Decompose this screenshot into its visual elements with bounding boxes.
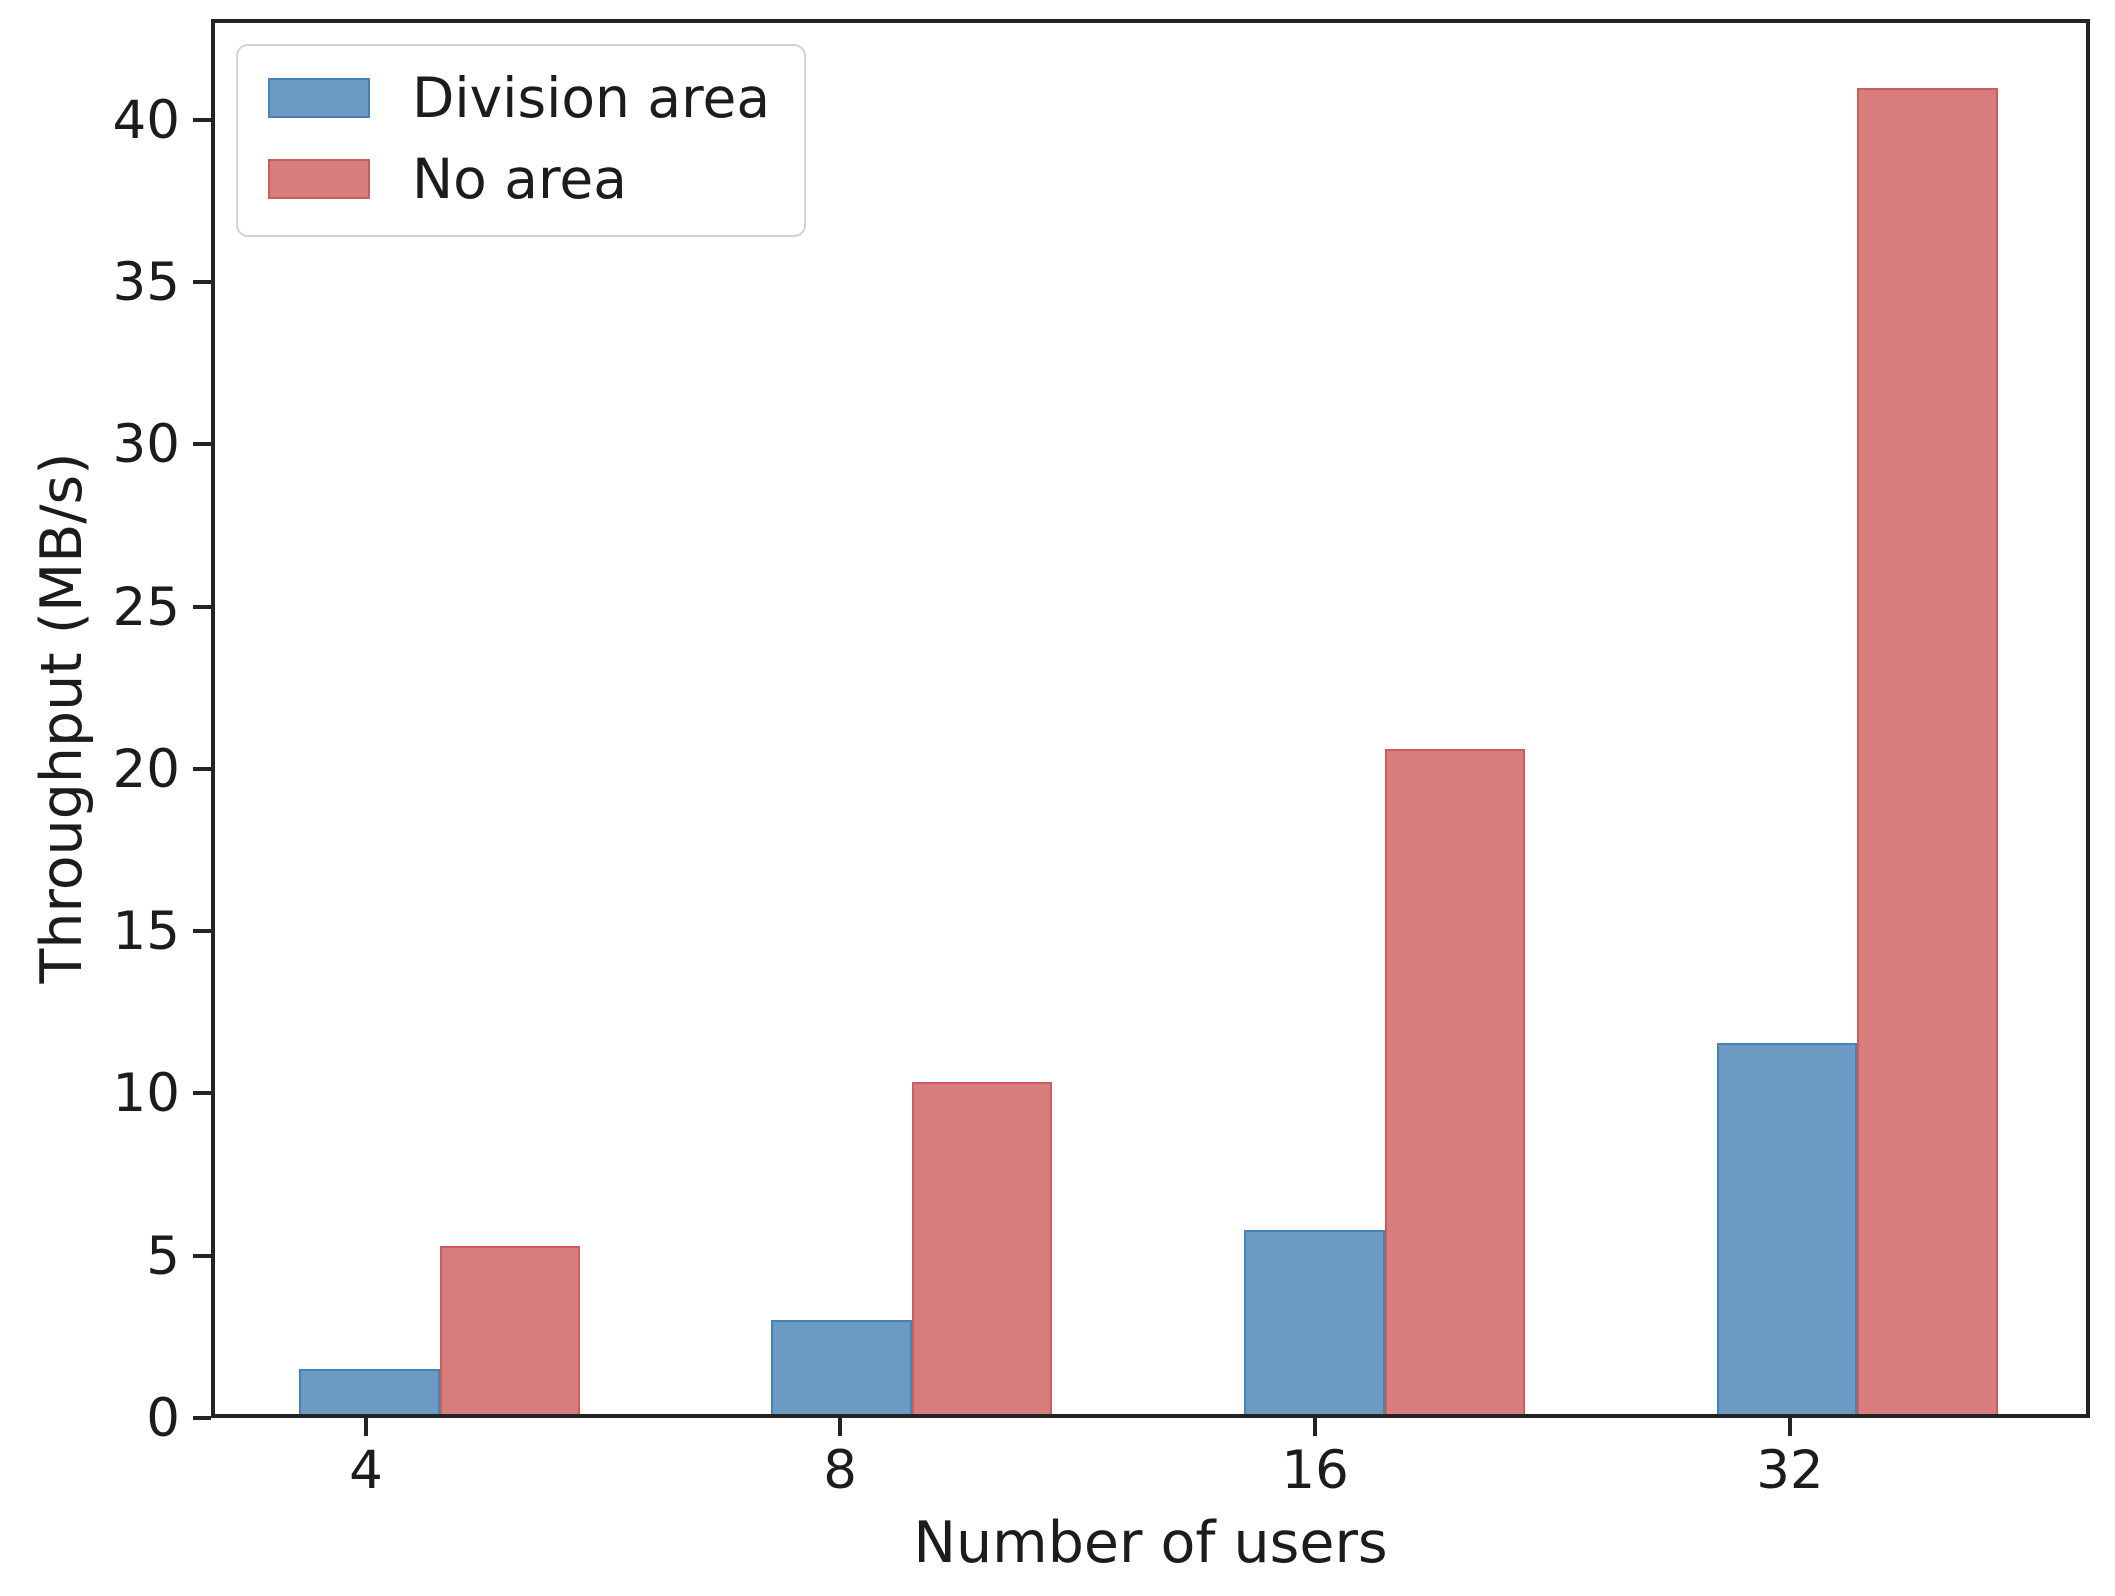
y-tick-label: 15 [112, 901, 180, 963]
x-tick-mark [1313, 1418, 1318, 1436]
bar [911, 1081, 1052, 1414]
x-tick-label: 4 [349, 1440, 383, 1501]
bar [1717, 1042, 1858, 1414]
x-tick-label: 32 [1756, 1440, 1824, 1501]
x-axis-label: Number of users [913, 1510, 1388, 1576]
y-tick-mark [193, 1091, 211, 1096]
y-tick-mark [193, 766, 211, 771]
y-tick-label: 30 [112, 414, 180, 476]
bar [299, 1368, 440, 1414]
legend-swatch [268, 158, 370, 199]
x-tick-mark [364, 1418, 369, 1436]
x-tick-mark [838, 1418, 843, 1436]
y-tick-mark [193, 279, 211, 284]
y-tick-label: 35 [112, 251, 180, 313]
bar [1244, 1230, 1385, 1414]
plot-area: Division area No area [211, 19, 2090, 1418]
bars-layer [215, 23, 2086, 1414]
legend-row: Division area [268, 68, 770, 129]
y-tick-label: 40 [112, 89, 180, 151]
y-axis-label: Throughput (MB/s) [29, 452, 95, 984]
y-tick-label: 25 [112, 576, 180, 638]
legend: Division area No area [236, 44, 807, 237]
y-tick-label: 5 [146, 1225, 180, 1287]
y-tick-mark [193, 604, 211, 609]
bar [439, 1246, 580, 1414]
bar [1384, 749, 1525, 1414]
y-tick-mark [193, 1253, 211, 1258]
y-tick-mark [193, 1416, 211, 1420]
x-tick-label: 16 [1281, 1440, 1349, 1501]
bar [1857, 87, 1998, 1414]
bar [771, 1320, 912, 1414]
y-tick-mark [193, 929, 211, 934]
y-tick-label: 10 [112, 1063, 180, 1125]
x-tick-mark [1787, 1418, 1792, 1436]
y-tick-mark [193, 117, 211, 122]
legend-row: No area [268, 146, 770, 211]
legend-label: Division area [412, 66, 771, 130]
y-tick-label: 20 [112, 738, 180, 800]
y-tick-mark [193, 442, 211, 447]
legend-swatch [268, 78, 370, 119]
x-tick-label: 8 [823, 1440, 857, 1501]
legend-label: No area [412, 146, 627, 211]
y-tick-label: 0 [146, 1388, 180, 1449]
